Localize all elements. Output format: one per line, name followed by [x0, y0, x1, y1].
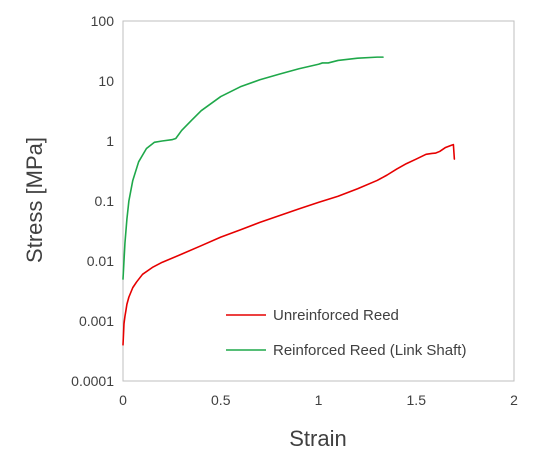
- series-line-unreinforced: [122, 143, 456, 346]
- x-tick-label: 0: [119, 392, 127, 408]
- y-tick-label: 0.0001: [71, 373, 114, 389]
- legend: Unreinforced Reed Reinforced Reed (Link …: [226, 307, 466, 359]
- y-tick-label: 10: [98, 73, 114, 89]
- legend-label-unreinforced: Unreinforced Reed: [273, 307, 399, 324]
- y-tick-label: 1: [106, 133, 114, 149]
- x-tick-label: 1.5: [407, 392, 427, 408]
- series-line-reinforced: [122, 56, 384, 280]
- legend-label-reinforced: Reinforced Reed (Link Shaft): [273, 342, 466, 359]
- plot-area-border: [122, 20, 515, 382]
- x-tick-label: 1: [315, 392, 323, 408]
- y-axis-title: Stress [MPa]: [22, 137, 47, 263]
- ticks-layer: 0 0.5 1 1.5 2 0.0001 0.001 0.01 0.1 1 10 100: [71, 13, 518, 408]
- y-tick-label: 100: [91, 13, 115, 29]
- y-tick-label: 0.001: [79, 313, 114, 329]
- x-tick-label: 0.5: [211, 392, 231, 408]
- series-layer: [122, 56, 456, 346]
- x-axis-title: Strain: [289, 426, 346, 451]
- x-tick-label: 2: [510, 392, 518, 408]
- y-tick-label: 0.01: [87, 253, 114, 269]
- plot-frame: [122, 20, 515, 382]
- y-tick-label: 0.1: [95, 193, 115, 209]
